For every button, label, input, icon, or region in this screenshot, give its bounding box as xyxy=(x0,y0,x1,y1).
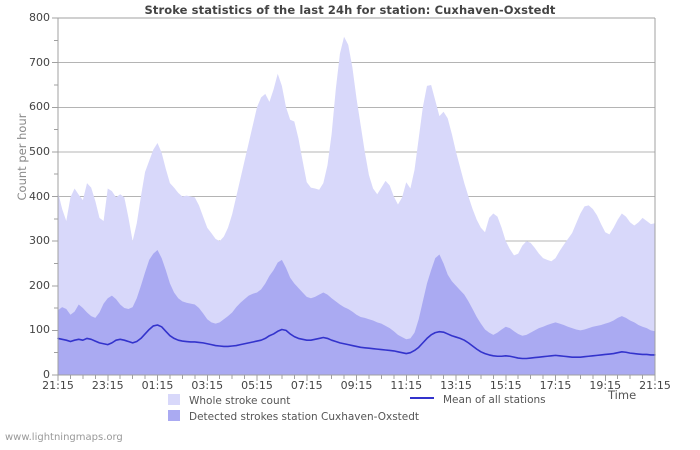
x-tick-label: 17:15 xyxy=(539,379,572,392)
y-tick-label: 800 xyxy=(29,11,50,24)
legend-item-whole-stroke-count: Whole stroke count xyxy=(168,394,290,407)
legend-item-detected-strokes: Detected strokes station Cuxhaven-Oxsted… xyxy=(168,410,419,423)
y-tick-label: 400 xyxy=(29,189,50,203)
y-tick-label: 700 xyxy=(29,55,50,69)
x-tick-label: 13:15 xyxy=(440,379,472,392)
series-layer xyxy=(57,36,656,376)
x-tick-label: 23:15 xyxy=(91,379,124,392)
y-tick-label: 600 xyxy=(29,100,50,114)
x-tick-label: 19:15 xyxy=(589,379,622,392)
legend-label-mean: Mean of all stations xyxy=(443,394,546,406)
y-axis-label: Count per hour xyxy=(15,113,29,201)
y-tick-label: 500 xyxy=(29,144,50,158)
x-tick-label: 07:15 xyxy=(290,379,323,392)
legend-line-mean xyxy=(410,397,434,399)
y-tick-label: 0 xyxy=(43,368,50,381)
x-tick-label: 21:15 xyxy=(639,379,671,392)
site-footer: www.lightningmaps.org xyxy=(5,432,123,443)
legend-label-detected: Detected strokes station Cuxhaven-Oxsted… xyxy=(189,411,420,423)
y-tick-label: 300 xyxy=(29,234,50,248)
legend: Whole stroke count Detected strokes stat… xyxy=(0,392,700,426)
x-tick-label: 21:15 xyxy=(42,379,74,392)
x-tick-label: 11:15 xyxy=(390,379,423,392)
x-axis-label: Time xyxy=(608,388,637,402)
x-tick-label: 05:15 xyxy=(241,379,273,392)
chart-title: Stroke statistics of the last 24h for st… xyxy=(144,3,556,17)
x-tick-label: 15:15 xyxy=(489,379,522,392)
legend-swatch-whole xyxy=(168,394,180,405)
tick-marks xyxy=(52,17,656,381)
legend-item-mean-of-all-stations: Mean of all stations xyxy=(410,394,546,406)
legend-swatch-detected xyxy=(168,410,180,421)
legend-label-whole: Whole stroke count xyxy=(189,395,291,407)
x-tick-label: 09:15 xyxy=(340,379,373,392)
y-tick-label: 100 xyxy=(29,323,50,337)
x-tick-label: 03:15 xyxy=(191,379,224,392)
y-tick-label: 200 xyxy=(29,278,50,292)
x-tick-label: 01:15 xyxy=(141,379,174,392)
